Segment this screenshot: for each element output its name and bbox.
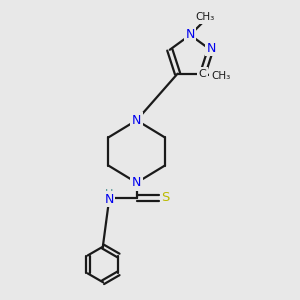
Text: CH₃: CH₃ — [195, 12, 214, 22]
Text: N: N — [132, 114, 141, 127]
Text: N: N — [104, 193, 114, 206]
Text: C: C — [199, 69, 207, 79]
Text: N: N — [132, 176, 141, 189]
Text: S: S — [161, 191, 169, 204]
Text: N: N — [206, 42, 216, 55]
Text: CH₃: CH₃ — [211, 71, 230, 81]
Text: H: H — [105, 189, 113, 199]
Text: N: N — [185, 28, 195, 41]
